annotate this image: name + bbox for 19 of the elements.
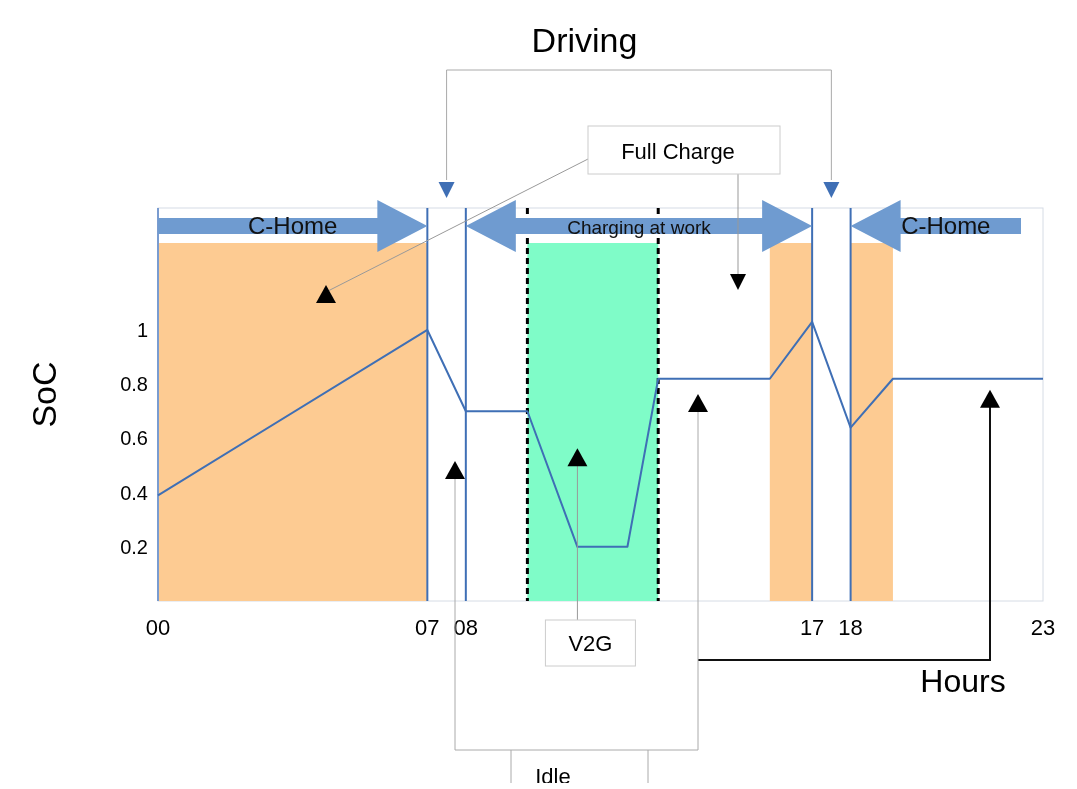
y-tick-label: 0.6 xyxy=(120,427,148,450)
y-tick-label: 0.8 xyxy=(120,373,148,396)
x-tick-label: 23 xyxy=(1030,615,1056,640)
annotation: C-Home xyxy=(901,212,991,239)
x-tick-label: 18 xyxy=(838,615,863,640)
x-axis-title: Hours xyxy=(920,663,1006,699)
x-tick-label: 17 xyxy=(799,615,825,640)
text: Driving xyxy=(531,21,638,59)
x-tick-label: 00 xyxy=(145,615,171,640)
y-tick-label: 0.4 xyxy=(120,481,148,504)
x-tick-label: 08 xyxy=(453,615,479,640)
y-tick-label: 0.2 xyxy=(120,535,148,558)
x-tick-label: 07 xyxy=(415,615,440,640)
text: Full Charge xyxy=(621,139,735,164)
y-axis-title: SoC xyxy=(25,361,63,428)
annotation: C-Home xyxy=(248,212,338,239)
annotation: V2G xyxy=(568,631,613,656)
annotation: Charging at work xyxy=(567,217,712,238)
y-tick-label: 1 xyxy=(136,318,148,341)
